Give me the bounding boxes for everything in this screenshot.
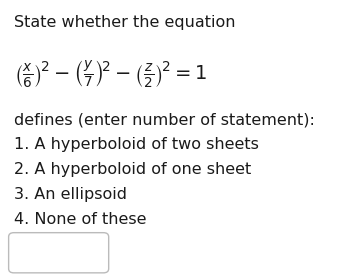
Text: 4. None of these: 4. None of these (14, 212, 146, 227)
Text: $\left(\frac{x}{6}\right)^{\!2} - \left(\frac{y}{7}\right)^{\!2} - \left(\frac{z: $\left(\frac{x}{6}\right)^{\!2} - \left(… (14, 58, 207, 89)
Text: 2. A hyperboloid of one sheet: 2. A hyperboloid of one sheet (14, 162, 251, 177)
FancyBboxPatch shape (9, 233, 109, 273)
Text: 1. A hyperboloid of two sheets: 1. A hyperboloid of two sheets (14, 137, 259, 152)
Text: 3. An ellipsoid: 3. An ellipsoid (14, 187, 127, 202)
Text: defines (enter number of statement):: defines (enter number of statement): (14, 112, 315, 127)
Text: State whether the equation: State whether the equation (14, 15, 235, 30)
